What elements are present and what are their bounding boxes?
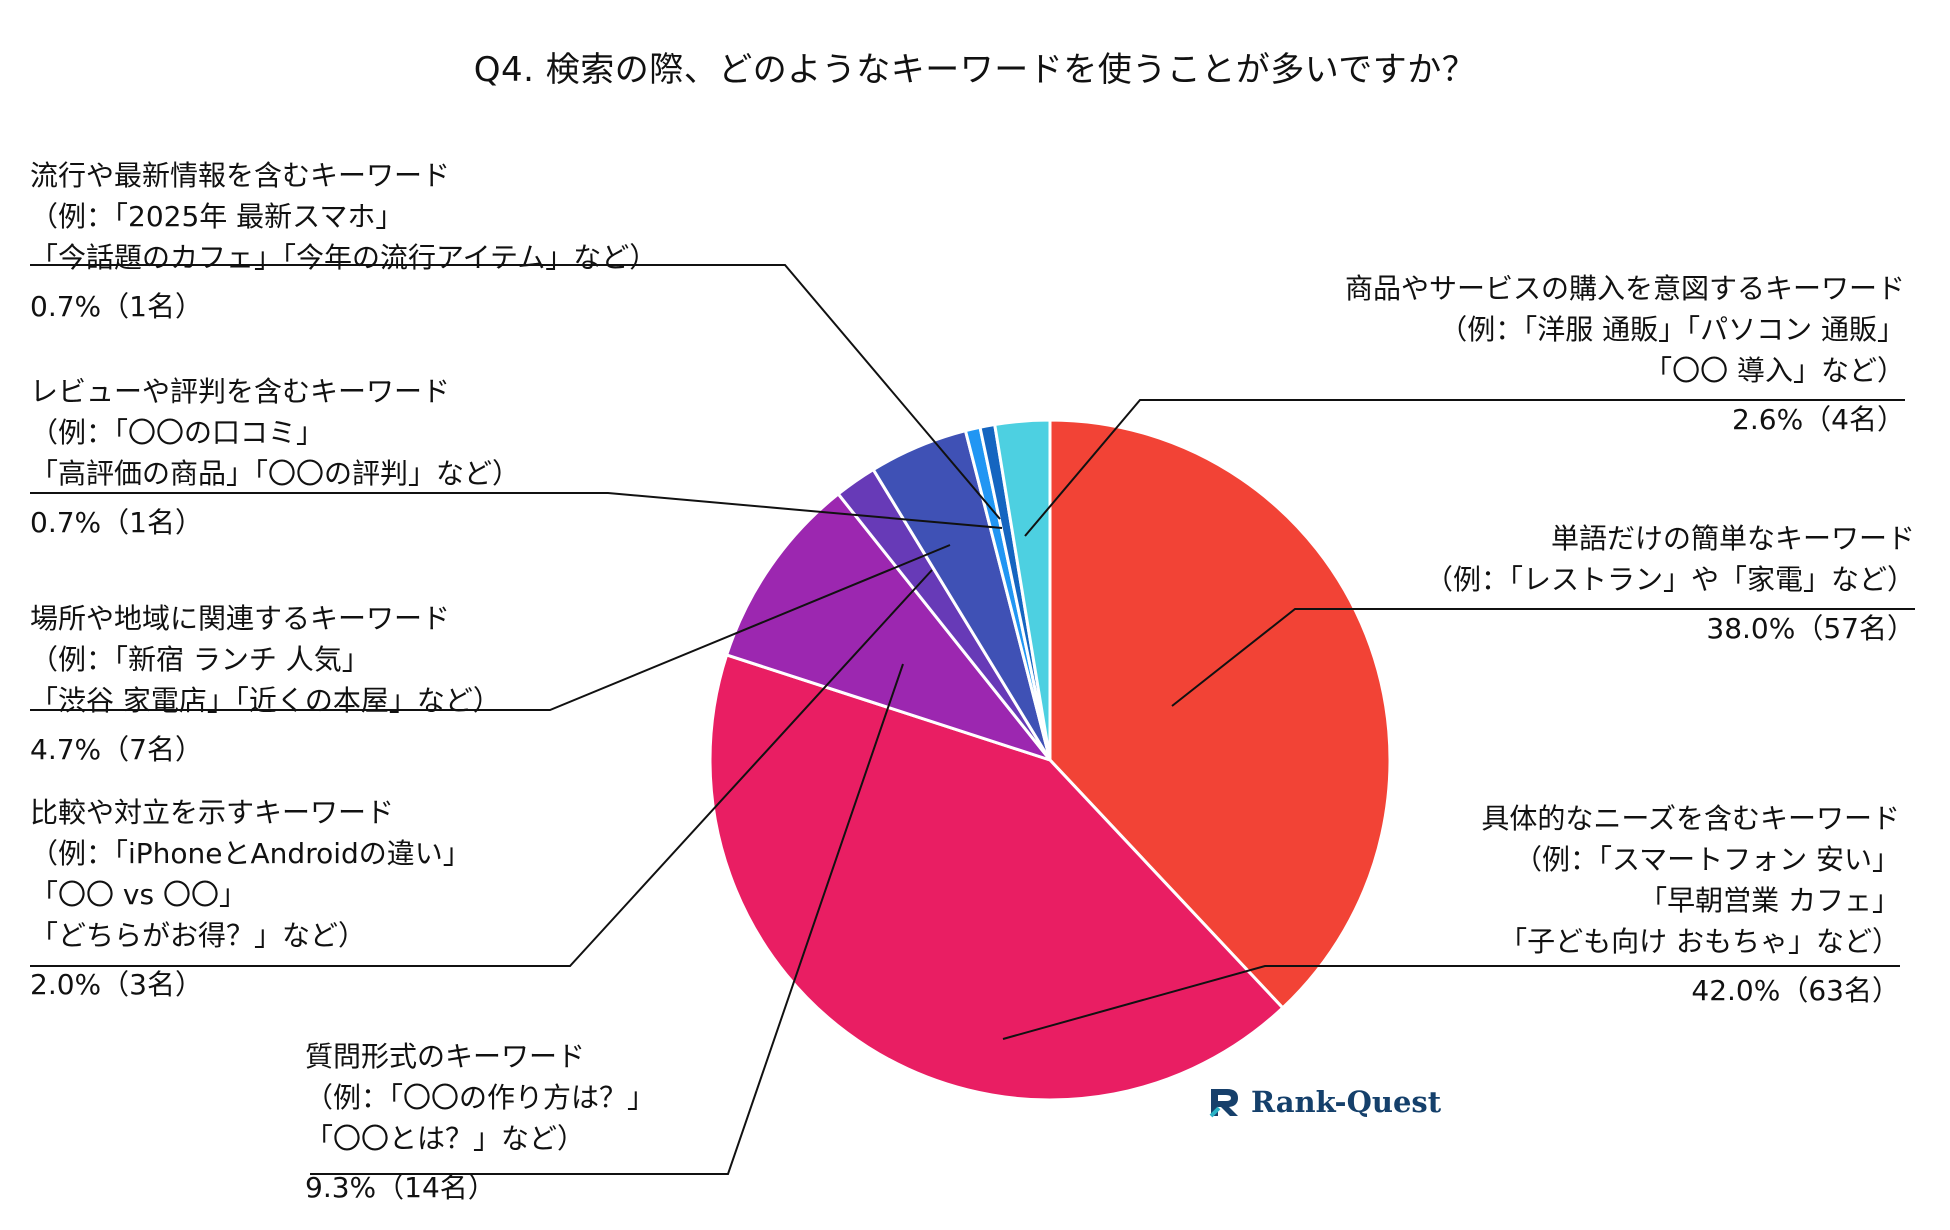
slice-label-line: 単語だけの簡単なキーワード [1550,522,1915,555]
slice-label-6: レビューや評判を含むキーワード （例：「〇〇の口コミ」「高評価の商品」「〇〇の評判… [30,371,520,543]
leader-line-7 [30,264,1001,520]
slice-label-5: 場所や地域に関連するキーワード （例：「新宿 ランチ 人気」「渋谷 家電店」「近く… [30,598,501,770]
slice-label-line: 比較や対立を示すキーワード [30,796,395,829]
leader-line-3 [310,663,904,1175]
pie-slice-1 [1048,418,1392,1010]
slice-label-line: 「今話題のカフェ」「今年の流行アイテム」など） [30,241,658,274]
slice-label-line: （例：「洋服 通販」「パソコン 通販」 [1439,313,1905,346]
leader-line-6 [30,492,1003,529]
slice-percent-label: 2.6%（4名） [1732,403,1905,436]
slice-label-line: 「高評価の商品」「〇〇の評判」など） [30,457,521,490]
slice-label-line: 具体的なニーズを含むキーワード [1481,802,1900,835]
brand-name: Rank-Quest [1251,1085,1442,1119]
leader-line-4 [30,569,933,967]
slice-label-8: 商品やサービスの購入を意図するキーワード （例：「洋服 通販」「パソコン 通販」「… [1345,268,1905,440]
slice-percent-label: 38.0%（57名） [1706,612,1915,645]
slice-label-line: 「〇〇 導入」など） [1644,354,1905,387]
leader-line-5 [30,544,951,711]
slice-label-1: 単語だけの簡単なキーワード （例：「レストラン」や「家電」など） 38.0%（57名… [1425,518,1915,649]
pie-slice-8 [992,418,1052,761]
slice-label-line: 質問形式のキーワード [305,1040,586,1073]
leader-line-2 [1002,965,1900,1040]
slice-label-line: 「どちらがお得？」など） [30,919,367,952]
slice-percent-label: 9.3%（14名） [305,1171,496,1204]
slice-percent-label: 0.7%（1名） [30,290,203,323]
pie-slice-3 [724,491,1055,763]
slice-label-line: （例：「iPhoneとAndroidの違い」 [30,837,471,870]
slice-label-line: 「子ども向け おもちゃ」など） [1499,925,1900,958]
pie-slice-2 [708,653,1285,1102]
slice-label-4: 比較や対立を示すキーワード （例：「iPhoneとAndroidの違い」 「〇〇 v… [30,792,471,1005]
slice-label-line: （例：「新宿 ランチ 人気」 [30,643,370,676]
slice-percent-label: 4.7%（7名） [30,733,203,766]
slice-label-line: （例：「2025年 最新スマホ」 [30,200,404,233]
slice-label-line: 商品やサービスの購入を意図するキーワード [1344,272,1905,305]
slice-percent-label: 0.7%（1名） [30,506,203,539]
rank-quest-logo-icon [1209,1089,1238,1118]
slice-label-line: （例：「〇〇の口コミ」 [30,416,325,449]
slice-label-line: 「早朝営業 カフェ」 [1639,884,1900,917]
leader-line-8 [1024,399,1905,537]
slice-label-line: （例：「スマートフォン 安い」 [1513,843,1900,876]
slice-label-line: （例：「〇〇の作り方は？」 [305,1081,656,1114]
slice-label-line: （例：「レストラン」や「家電」など） [1424,563,1915,596]
brand-logo: Rank-Quest [1207,1082,1441,1122]
leader-line-1 [1171,608,1915,707]
slice-label-line: 「渋谷 家電店」「近くの本屋」など） [30,684,501,717]
slice-label-line: 場所や地域に関連するキーワード [30,602,451,635]
slice-label-7: 流行や最新情報を含むキーワード （例：「2025年 最新スマホ」「今話題のカフェ」… [30,155,657,327]
slice-percent-label: 2.0%（3名） [30,968,203,1001]
chart-title: Q4. 検索の際、どのようなキーワードを使うことが多いですか？ [473,50,1477,90]
slice-percent-label: 42.0%（63名） [1691,974,1900,1007]
slice-label-line: 流行や最新情報を含むキーワード [30,159,451,192]
slice-label-line: 「〇〇 vs 〇〇」 [30,878,247,911]
slice-label-2: 具体的なニーズを含むキーワード （例：「スマートフォン 安い」「早朝営業 カフェ」… [1481,798,1900,1011]
slice-label-3: 質問形式のキーワード （例：「〇〇の作り方は？」 「〇〇とは？」など） 9.3%（14… [305,1036,655,1208]
slice-label-line: レビューや評判を含むキーワード [30,375,451,408]
slice-label-line: 「〇〇とは？」など） [305,1122,586,1155]
